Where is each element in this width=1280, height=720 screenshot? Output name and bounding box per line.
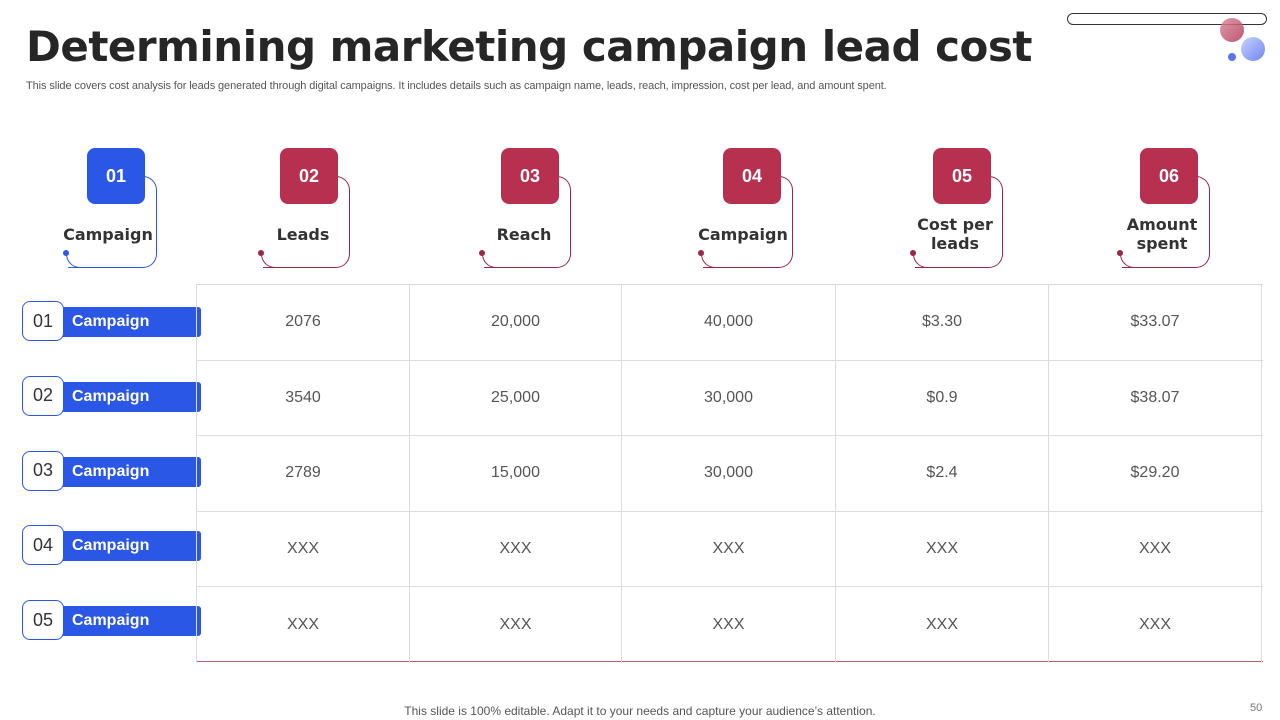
- column-number-badge: 02: [280, 148, 338, 204]
- column-number-badge: 05: [933, 148, 991, 204]
- table-cell: XXX: [835, 587, 1048, 663]
- column-connector-dot: [63, 250, 69, 256]
- table-cell: XXX: [1048, 511, 1262, 587]
- table-row: XXX XXX XXX XXX XXX: [196, 511, 1263, 588]
- column-label-line: Campaign: [698, 225, 788, 244]
- row-number-badge: 04: [22, 525, 64, 566]
- table-cell: 2789: [196, 436, 409, 511]
- footer-note: This slide is 100% editable. Adapt it to…: [404, 704, 876, 718]
- table-cell: XXX: [835, 511, 1048, 587]
- row-campaign-label: Campaign: [62, 531, 201, 562]
- row-campaign-label: Campaign: [62, 456, 201, 487]
- table-cell: 40,000: [621, 285, 835, 360]
- column-label: Cost per leads: [895, 215, 1015, 253]
- table-cell: XXX: [409, 587, 621, 663]
- table-cell: $29.20: [1048, 436, 1262, 511]
- table-cell: $3.30: [835, 285, 1048, 360]
- table-cell: $38.07: [1048, 360, 1262, 436]
- row-header: 04 Campaign: [22, 525, 202, 567]
- column-connector-line: [915, 267, 989, 269]
- table-cell: $2.4: [835, 436, 1048, 511]
- column-connector-dot: [698, 250, 704, 256]
- column-connector-dot: [1117, 250, 1123, 256]
- row-header: 02 Campaign: [22, 375, 202, 418]
- column-connector-line: [1122, 267, 1196, 269]
- table-cell: 25,000: [409, 360, 621, 436]
- row-number-badge: 03: [22, 450, 64, 491]
- row-number-badge: 05: [22, 600, 64, 641]
- column-label-line: Cost per: [917, 215, 993, 234]
- page-number: 50: [1250, 702, 1263, 714]
- column-label-line: spent: [1136, 234, 1188, 253]
- column-connector-dot: [258, 250, 264, 256]
- column-label: Reach: [464, 225, 584, 244]
- row-header: 03 Campaign: [22, 450, 202, 493]
- table-cell: 2076: [196, 285, 409, 360]
- column-connector-dot: [479, 250, 485, 256]
- table-cell: 15,000: [409, 436, 621, 511]
- table-cell: XXX: [1048, 587, 1262, 663]
- table-cell: XXX: [621, 587, 835, 663]
- table-row: XXX XXX XXX XXX XXX: [196, 587, 1263, 663]
- table-cell: $33.07: [1048, 285, 1262, 360]
- row-header: 01 Campaign: [22, 301, 202, 343]
- table-cell: 30,000: [621, 436, 835, 511]
- row-number-badge: 02: [22, 375, 64, 416]
- column-connector-line: [68, 267, 143, 269]
- decorative-circle-red: [1220, 18, 1244, 42]
- data-table: 2076 20,000 40,000 $3.30 $33.07 3540 25,000 30,…: [196, 284, 1263, 663]
- column-label-line: Leads: [276, 225, 330, 244]
- row-campaign-label: Campaign: [62, 307, 201, 337]
- row-campaign-label: Campaign: [62, 606, 201, 637]
- table-cell: $0.9: [835, 360, 1048, 436]
- column-label: Campaign: [48, 225, 168, 244]
- table-row: 2789 15,000 30,000 $2.4 $29.20: [196, 436, 1263, 512]
- slide-subtitle: This slide covers cost analysis for lead…: [26, 80, 887, 92]
- table-cell: 20,000: [409, 285, 621, 360]
- row-number-badge: 01: [22, 301, 64, 341]
- decorative-circle-blue: [1241, 37, 1265, 61]
- column-connector-dot: [910, 250, 916, 256]
- slide-title: Determining marketing campaign lead cost: [26, 22, 1032, 71]
- column-label: Campaign: [683, 225, 803, 244]
- table-cell: 3540: [196, 360, 409, 436]
- column-connector-line: [703, 267, 779, 269]
- column-label-line: Amount: [1126, 215, 1198, 234]
- column-label-line: leads: [930, 234, 980, 253]
- column-number-badge: 01: [87, 148, 145, 204]
- row-campaign-label: Campaign: [62, 381, 201, 412]
- table-cell: XXX: [409, 511, 621, 587]
- column-label-line: Campaign: [63, 225, 153, 244]
- table-row: 2076 20,000 40,000 $3.30 $33.07: [196, 285, 1263, 361]
- table-cell: 30,000: [621, 360, 835, 436]
- decorative-bar: [1067, 13, 1267, 25]
- table-cell: XXX: [196, 511, 409, 587]
- column-number-badge: 06: [1140, 148, 1198, 204]
- row-header: 05 Campaign: [22, 600, 202, 642]
- column-label: Amount spent: [1102, 215, 1222, 253]
- table-cell: XXX: [621, 511, 835, 587]
- column-number-badge: 03: [501, 148, 559, 204]
- column-label-line: Reach: [496, 225, 552, 244]
- table-cell: XXX: [196, 587, 409, 663]
- column-connector-line: [263, 267, 336, 269]
- decorative-dot-blue: [1228, 53, 1236, 61]
- column-label: Leads: [243, 225, 363, 244]
- column-number-badge: 04: [723, 148, 781, 204]
- column-connector-line: [484, 267, 557, 269]
- table-row: 3540 25,000 30,000 $0.9 $38.07: [196, 360, 1263, 437]
